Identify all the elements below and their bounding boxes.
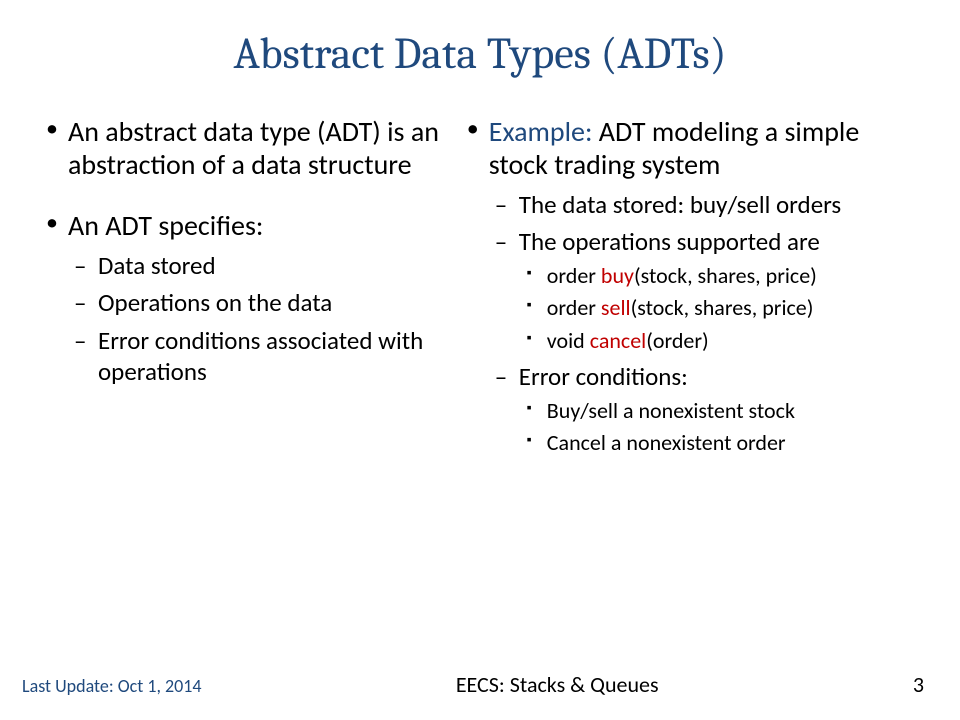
op-cancel-post: (order) xyxy=(646,327,709,354)
left-bullet-1: An abstract data type (ADT) is an abstra… xyxy=(40,115,445,181)
op-buy-pre: order xyxy=(547,262,601,289)
right-sub-operations-text: The operations supported are xyxy=(519,226,820,257)
err-2: Cancel a nonexistent order xyxy=(519,429,919,458)
op-sell-kw: sell xyxy=(601,294,631,321)
right-sub-errors-text: Error conditions: xyxy=(519,361,688,392)
left-sub-3: Error conditions associated with operati… xyxy=(68,325,445,388)
err-1: Buy/sell a nonexistent stock xyxy=(519,397,919,426)
op-sell-post: (stock, shares, price) xyxy=(631,294,814,321)
left-bullet-2-text: An ADT specifies: xyxy=(68,208,263,243)
left-bullet-2: An ADT specifies: Data stored Operations… xyxy=(40,209,445,387)
op-cancel: void cancel(order) xyxy=(519,327,919,356)
left-column: An abstract data type (ADT) is an abstra… xyxy=(40,115,445,486)
op-sell-pre: order xyxy=(547,294,601,321)
left-sub-2: Operations on the data xyxy=(68,287,445,318)
op-buy-kw: buy xyxy=(601,262,634,289)
right-sub-operations: The operations supported are order buy(s… xyxy=(489,226,919,355)
slide-footer: Last Update: Oct 1, 2014 EECS: Stacks & … xyxy=(0,671,960,698)
right-column: Example: ADT modeling a simple stock tra… xyxy=(461,115,919,486)
op-sell: order sell(stock, shares, price) xyxy=(519,294,919,323)
op-cancel-pre: void xyxy=(547,327,590,354)
footer-center: EECS: Stacks & Queues xyxy=(456,671,659,698)
footer-page-number: 3 xyxy=(913,671,924,698)
content-columns: An abstract data type (ADT) is an abstra… xyxy=(40,115,920,486)
footer-last-update: Last Update: Oct 1, 2014 xyxy=(22,675,202,697)
op-buy-post: (stock, shares, price) xyxy=(634,262,817,289)
right-bullet-example: Example: ADT modeling a simple stock tra… xyxy=(461,115,919,458)
left-sub-1: Data stored xyxy=(68,250,445,281)
op-buy: order buy(stock, shares, price) xyxy=(519,262,919,291)
slide-title: Abstract Data Types (ADTs) xyxy=(40,28,920,79)
right-sub-data-stored: The data stored: buy/sell orders xyxy=(489,189,919,220)
example-label: Example: xyxy=(489,114,593,149)
op-cancel-kw: cancel xyxy=(590,327,647,354)
right-sub-errors: Error conditions: Buy/sell a nonexistent… xyxy=(489,361,919,457)
